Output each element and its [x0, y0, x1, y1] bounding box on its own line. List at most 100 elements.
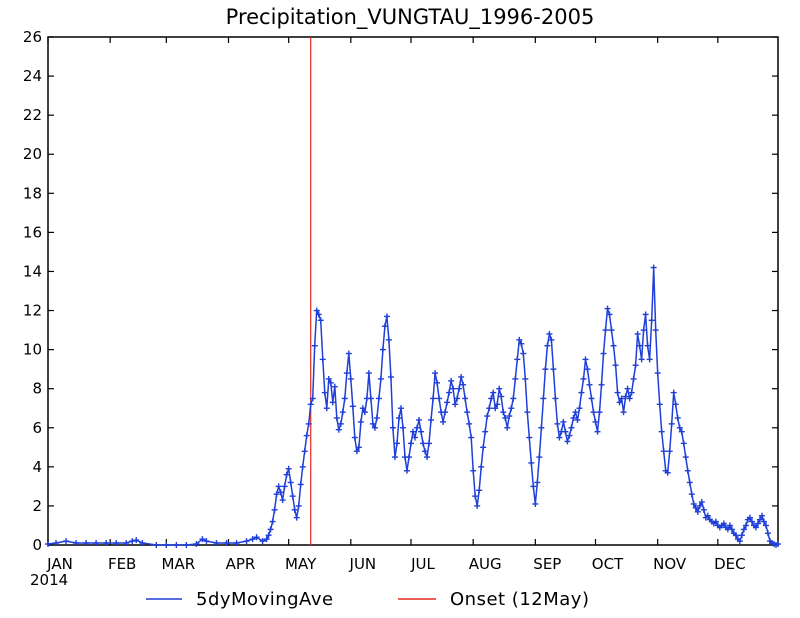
data-point	[199, 536, 206, 543]
y-tick-label: 6	[32, 419, 42, 437]
data-point	[676, 424, 683, 431]
data-point	[740, 526, 747, 533]
data-point	[524, 409, 531, 416]
x-tick-label: DEC	[714, 555, 746, 573]
data-point	[562, 428, 569, 435]
data-point	[544, 342, 551, 349]
data-point	[454, 395, 461, 402]
data-point	[666, 448, 673, 455]
data-point	[610, 342, 617, 349]
data-point	[403, 467, 410, 474]
data-point	[359, 405, 366, 412]
data-point	[626, 395, 633, 402]
data-point	[736, 538, 743, 545]
data-point	[720, 520, 727, 527]
data-point	[333, 415, 340, 421]
data-point	[317, 317, 324, 324]
data-point	[548, 336, 555, 343]
data-point	[393, 440, 400, 447]
data-point	[582, 356, 589, 363]
data-point	[584, 366, 591, 373]
data-point	[632, 362, 639, 369]
data-point	[758, 512, 765, 519]
data-point	[514, 356, 521, 363]
data-point	[361, 409, 368, 416]
data-point	[530, 483, 537, 490]
data-point	[644, 342, 651, 349]
data-point	[506, 413, 513, 420]
data-point	[448, 377, 455, 384]
data-point	[526, 434, 533, 441]
data-point	[496, 385, 503, 392]
data-point	[267, 526, 274, 533]
data-point	[422, 448, 429, 455]
data-point	[580, 375, 587, 382]
data-point	[566, 432, 573, 439]
data-point	[311, 342, 318, 349]
data-point	[634, 330, 641, 337]
plot-frame	[47, 36, 779, 546]
x-tick-label: FEB	[108, 555, 136, 573]
data-point	[628, 389, 635, 396]
data-point	[646, 356, 653, 363]
data-point	[271, 506, 278, 513]
data-point	[418, 428, 425, 435]
data-point	[83, 540, 90, 547]
data-point	[347, 375, 354, 382]
data-point	[319, 356, 326, 363]
data-point	[399, 424, 406, 431]
data-point	[704, 512, 711, 519]
data-point	[488, 395, 495, 402]
data-point	[700, 506, 707, 513]
data-point	[277, 489, 284, 496]
data-point	[576, 405, 583, 412]
data-point	[265, 532, 272, 539]
y-tick-label: 2	[32, 497, 42, 515]
data-point	[329, 399, 336, 406]
data-point	[440, 418, 447, 425]
data-point	[307, 401, 314, 408]
y-tick-label: 22	[23, 106, 42, 124]
data-point	[492, 405, 499, 412]
data-point	[542, 366, 549, 373]
x-tick-label: SEP	[533, 555, 561, 573]
data-point	[381, 323, 388, 330]
data-point	[570, 415, 577, 421]
data-point	[315, 311, 322, 318]
data-point	[660, 448, 667, 455]
data-point	[313, 307, 320, 314]
data-point	[291, 506, 298, 513]
x-tick-label: APR	[226, 555, 256, 573]
y-tick-label: 12	[23, 302, 42, 320]
data-point	[432, 370, 439, 377]
data-point	[516, 336, 523, 343]
chart-title: Precipitation_VUNGTAU_1996-2005	[226, 5, 595, 30]
data-point	[574, 416, 581, 423]
data-point	[253, 534, 260, 541]
data-point	[752, 524, 759, 531]
data-point	[742, 522, 749, 529]
data-point	[355, 444, 362, 451]
data-point	[754, 520, 761, 527]
series-layer	[45, 264, 781, 548]
data-point	[305, 420, 312, 427]
data-point	[606, 311, 613, 318]
data-point	[379, 346, 386, 353]
data-point	[502, 415, 509, 421]
y-tick-label: 10	[23, 341, 42, 359]
data-point	[103, 540, 110, 547]
data-point	[446, 389, 453, 396]
data-point	[331, 383, 338, 390]
data-point	[536, 454, 543, 461]
data-point	[622, 393, 629, 400]
data-point	[596, 409, 603, 416]
data-point	[775, 541, 781, 548]
data-point	[213, 540, 220, 547]
data-point	[365, 370, 372, 377]
data-point	[520, 350, 527, 357]
x-tick-label: MAY	[285, 555, 317, 573]
data-point	[732, 532, 739, 539]
y-tick-label: 20	[23, 145, 42, 163]
data-point	[339, 409, 346, 416]
